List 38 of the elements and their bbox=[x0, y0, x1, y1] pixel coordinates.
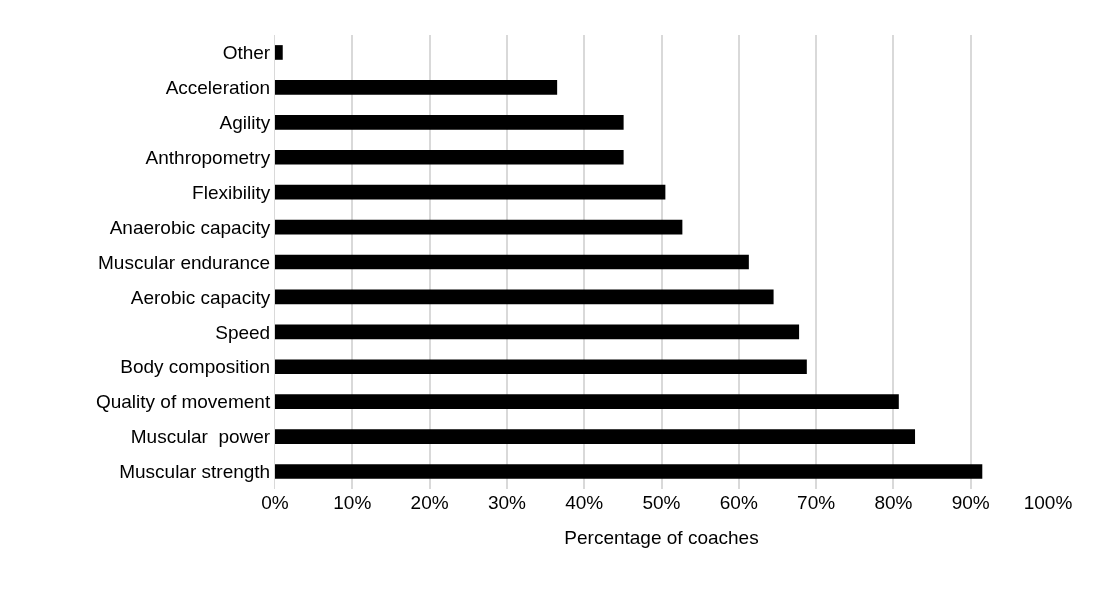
x-tick-label: 60% bbox=[719, 492, 758, 513]
bar bbox=[275, 359, 807, 375]
x-tick-label: 20% bbox=[410, 492, 449, 513]
y-tick-label: Anaerobic capacity bbox=[109, 216, 271, 238]
y-tick-label: Muscular strength bbox=[119, 461, 271, 483]
bar bbox=[275, 464, 983, 479]
x-tick-label: 50% bbox=[642, 492, 681, 513]
x-tick-label: 90% bbox=[951, 492, 990, 513]
x-axis-title: Percentage of coaches bbox=[564, 526, 759, 548]
bar bbox=[275, 80, 558, 95]
bar bbox=[275, 149, 624, 165]
bar bbox=[275, 114, 624, 130]
y-tick-label: Body composition bbox=[120, 356, 271, 378]
y-tick-label: Anthropometry bbox=[145, 146, 271, 168]
y-tick-label: Acceleration bbox=[165, 77, 271, 99]
y-tick-label: Flexibility bbox=[192, 181, 271, 203]
bar bbox=[275, 324, 800, 340]
y-tick-label: Speed bbox=[215, 321, 271, 343]
y-tick-label: Agility bbox=[219, 111, 271, 133]
y-tick-label: Muscular endurance bbox=[98, 251, 271, 273]
x-tick-label: 30% bbox=[487, 492, 527, 513]
bar bbox=[275, 45, 283, 60]
bar bbox=[275, 184, 666, 200]
y-tick-label: Other bbox=[222, 42, 271, 64]
bar bbox=[275, 394, 899, 410]
bar bbox=[275, 219, 683, 235]
x-tick-label: 70% bbox=[797, 492, 836, 513]
bar bbox=[275, 289, 774, 305]
x-tick-label: 100% bbox=[1023, 492, 1073, 513]
x-tick-label: 10% bbox=[333, 492, 372, 513]
bar bbox=[275, 429, 916, 444]
y-tick-label: Quality of movement bbox=[95, 391, 271, 413]
y-tick-label: Aerobic capacity bbox=[130, 286, 271, 308]
x-tick-label: 80% bbox=[874, 492, 913, 513]
y-tick-label: Muscular power bbox=[130, 426, 271, 448]
bar bbox=[275, 254, 749, 270]
x-tick-label: 40% bbox=[565, 492, 604, 513]
x-tick-label: 0% bbox=[261, 492, 289, 513]
